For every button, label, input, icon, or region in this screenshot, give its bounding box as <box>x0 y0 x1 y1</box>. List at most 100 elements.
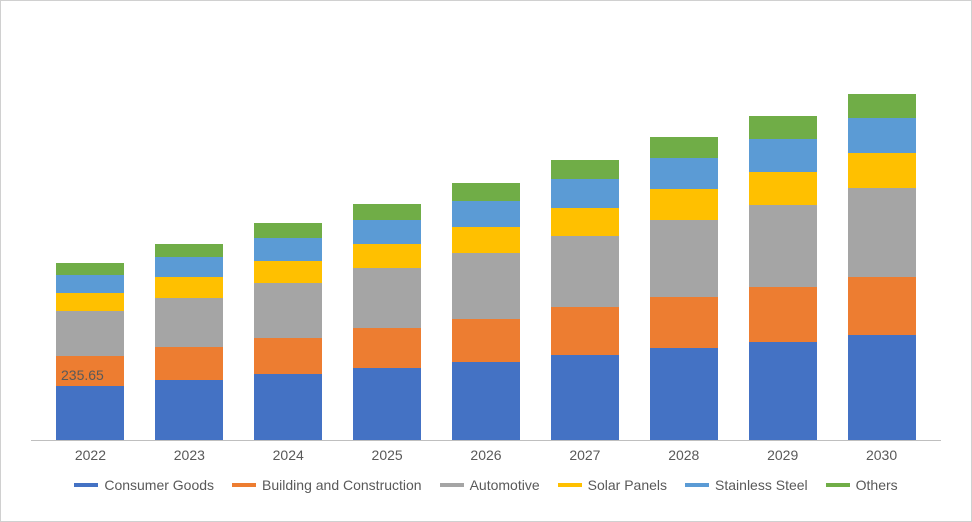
bar-stack <box>155 244 223 441</box>
bar-stack <box>353 204 421 440</box>
bar-segment <box>551 307 619 354</box>
bar-segment <box>749 116 817 139</box>
bar-segment <box>650 158 718 189</box>
bar-segment <box>56 311 124 356</box>
legend-label: Others <box>856 477 898 493</box>
bar-segment <box>254 283 322 338</box>
legend: Consumer Goods Building and Construction A… <box>31 477 941 493</box>
bar-column <box>239 21 338 440</box>
bar-segment <box>155 298 223 348</box>
bar-segment <box>353 268 421 328</box>
bar-segment <box>452 362 520 440</box>
legend-label: Consumer Goods <box>104 477 214 493</box>
bar-segment <box>155 277 223 297</box>
bar-stack <box>452 183 520 440</box>
bar-segment <box>353 220 421 244</box>
bar-column <box>437 21 536 440</box>
bar-segment <box>749 172 817 205</box>
bar-segment <box>155 347 223 380</box>
bar-segment <box>254 338 322 374</box>
bar-segment <box>56 263 124 275</box>
bar-segment <box>551 208 619 237</box>
bar-segment <box>749 139 817 172</box>
bar-segment <box>650 220 718 297</box>
bar-stack <box>650 137 718 440</box>
legend-item: Automotive <box>440 477 540 493</box>
x-axis-label: 2027 <box>535 447 634 463</box>
bar-stack <box>749 116 817 440</box>
bar-segment <box>452 201 520 227</box>
legend-label: Stainless Steel <box>715 477 808 493</box>
legend-swatch <box>232 483 256 487</box>
bar-segment <box>848 188 916 277</box>
bar-segment <box>848 153 916 188</box>
bar-segment <box>353 328 421 368</box>
x-axis-label: 2026 <box>437 447 536 463</box>
bar-segment <box>749 205 817 288</box>
x-axis-label: 2030 <box>832 447 931 463</box>
bar-segment <box>56 356 124 386</box>
legend-swatch <box>440 483 464 487</box>
bar-stack <box>56 263 124 440</box>
bar-segment <box>452 227 520 253</box>
bar-stack <box>551 160 619 441</box>
bar-segment <box>749 287 817 342</box>
legend-label: Solar Panels <box>588 477 667 493</box>
bar-segment <box>551 160 619 180</box>
bar-stack <box>848 94 916 441</box>
legend-swatch <box>685 483 709 487</box>
bar-column <box>634 21 733 440</box>
bar-segment <box>353 368 421 440</box>
x-axis-label: 2029 <box>733 447 832 463</box>
bar-segment <box>650 297 718 348</box>
bar-segment <box>848 335 916 440</box>
bar-segment <box>452 319 520 363</box>
legend-swatch <box>826 483 850 487</box>
bar-segment <box>254 261 322 284</box>
bar-segment <box>848 277 916 336</box>
bar-segment <box>551 179 619 208</box>
bar-column <box>535 21 634 440</box>
x-axis-label: 2028 <box>634 447 733 463</box>
x-axis-label: 2025 <box>338 447 437 463</box>
bar-segment <box>155 380 223 440</box>
bar-segment <box>848 118 916 153</box>
bars-wrap <box>31 21 941 440</box>
legend-item: Stainless Steel <box>685 477 808 493</box>
legend-label: Building and Construction <box>262 477 422 493</box>
bar-segment <box>749 342 817 440</box>
bar-segment <box>254 374 322 440</box>
bar-segment <box>56 293 124 311</box>
legend-swatch <box>558 483 582 487</box>
bar-column <box>733 21 832 440</box>
bar-segment <box>56 386 124 440</box>
legend-item: Solar Panels <box>558 477 667 493</box>
x-axis-label: 2022 <box>41 447 140 463</box>
bar-segment <box>155 244 223 258</box>
bar-column <box>140 21 239 440</box>
bar-segment <box>56 275 124 293</box>
bar-segment <box>551 355 619 441</box>
bar-segment <box>650 137 718 158</box>
bar-segment <box>650 189 718 220</box>
bar-segment <box>452 253 520 318</box>
x-axis-labels: 202220232024202520262027202820292030 <box>31 441 941 463</box>
bar-segment <box>848 94 916 118</box>
bar-segment <box>353 204 421 221</box>
legend-swatch <box>74 483 98 487</box>
bar-column <box>338 21 437 440</box>
legend-item: Others <box>826 477 898 493</box>
legend-label: Automotive <box>470 477 540 493</box>
bar-stack <box>254 223 322 440</box>
bar-segment <box>155 257 223 277</box>
bar-column <box>41 21 140 440</box>
bar-segment <box>254 223 322 238</box>
bar-segment <box>254 238 322 261</box>
bar-segment <box>551 236 619 307</box>
x-axis-label: 2024 <box>239 447 338 463</box>
plot-area: 235.65 <box>31 21 941 441</box>
bar-segment <box>353 244 421 268</box>
chart-container: 235.65 202220232024202520262027202820292… <box>0 0 972 522</box>
x-axis-label: 2023 <box>140 447 239 463</box>
bar-segment <box>650 348 718 440</box>
